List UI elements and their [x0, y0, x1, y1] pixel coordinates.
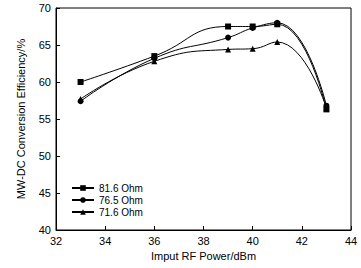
svg-text:60: 60: [39, 76, 51, 88]
svg-text:76.5 Ohm: 76.5 Ohm: [99, 195, 143, 206]
svg-text:32: 32: [50, 235, 62, 247]
svg-text:Imput RF Power/dBm: Imput RF Power/dBm: [151, 250, 256, 262]
svg-text:38: 38: [197, 235, 209, 247]
svg-text:40: 40: [38, 224, 51, 236]
svg-text:55: 55: [39, 113, 51, 125]
svg-text:71.6 Ohm: 71.6 Ohm: [99, 207, 143, 218]
svg-text:81.6 Ohm: 81.6 Ohm: [99, 183, 143, 194]
svg-text:42: 42: [296, 235, 308, 247]
svg-text:44: 44: [345, 235, 357, 247]
svg-text:MW-DC Conversion Efficiency/%: MW-DC Conversion Efficiency/%: [15, 39, 27, 200]
svg-text:34: 34: [99, 235, 111, 247]
svg-text:40: 40: [247, 235, 259, 247]
svg-text:70: 70: [39, 2, 51, 14]
svg-text:45: 45: [39, 187, 51, 199]
svg-text:50: 50: [39, 150, 51, 162]
svg-text:65: 65: [39, 39, 51, 51]
svg-text:36: 36: [148, 235, 160, 247]
